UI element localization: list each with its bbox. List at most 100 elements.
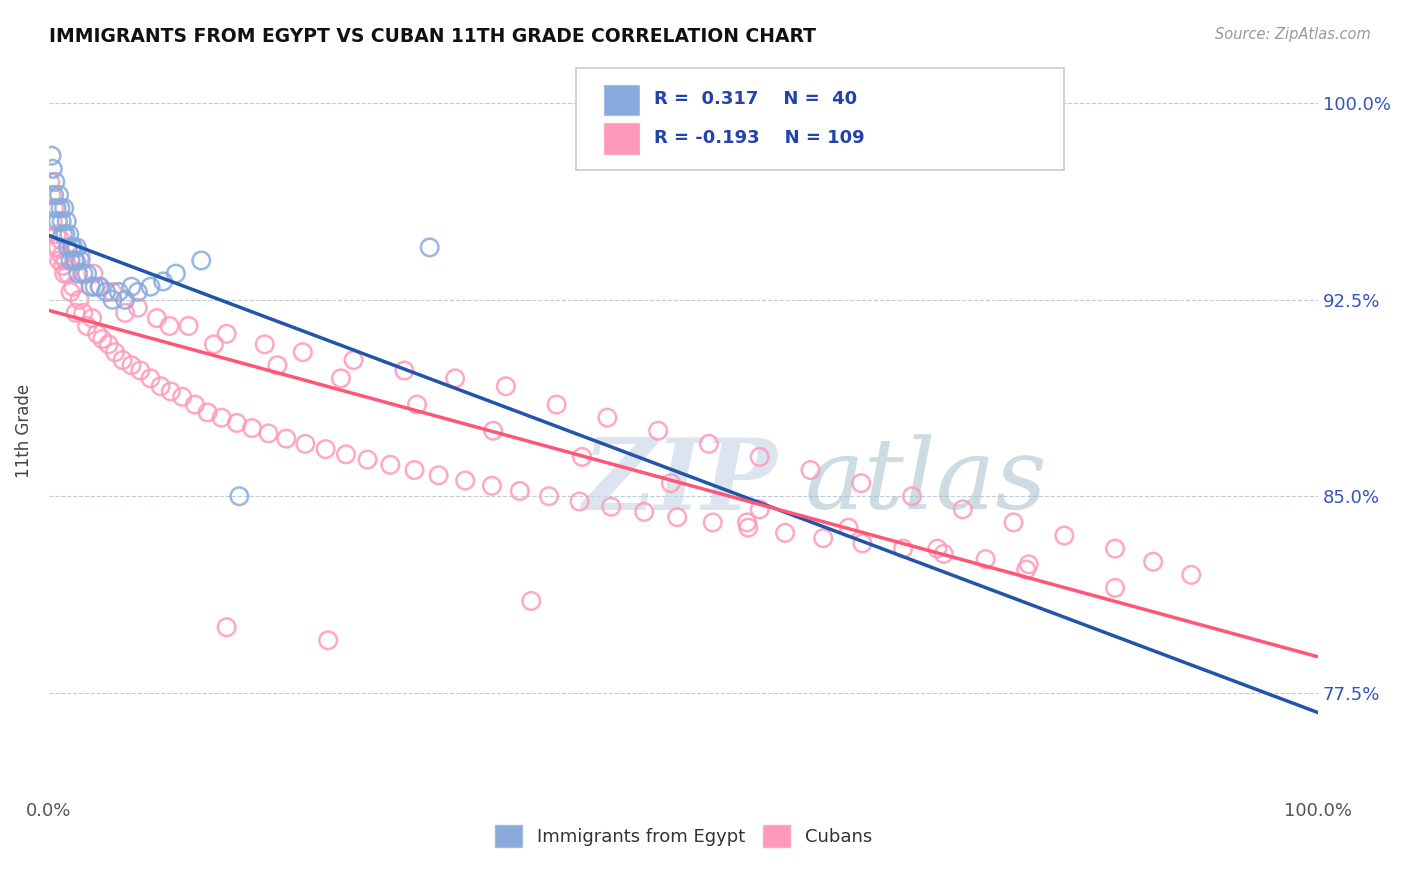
Point xyxy=(257,426,280,441)
Point xyxy=(51,248,73,262)
Point xyxy=(851,536,873,550)
Point xyxy=(129,363,152,377)
Point xyxy=(72,306,94,320)
Point xyxy=(697,437,720,451)
Point xyxy=(659,476,682,491)
Point xyxy=(82,311,104,326)
Point xyxy=(495,379,517,393)
Point xyxy=(51,214,73,228)
Point xyxy=(799,463,821,477)
Point xyxy=(67,293,90,307)
Point xyxy=(89,279,111,293)
Point xyxy=(86,326,108,341)
Point xyxy=(55,214,77,228)
Point xyxy=(101,293,124,307)
Point xyxy=(146,311,169,326)
Text: R =  0.317    N =  40: R = 0.317 N = 40 xyxy=(654,90,858,108)
Point xyxy=(69,253,91,268)
Point xyxy=(63,253,86,268)
Point xyxy=(737,521,759,535)
Point xyxy=(406,398,429,412)
Point xyxy=(294,437,316,451)
Point xyxy=(1104,541,1126,556)
Point xyxy=(101,285,124,299)
Point xyxy=(149,379,172,393)
Point xyxy=(633,505,655,519)
Point xyxy=(773,525,796,540)
Point xyxy=(46,214,69,228)
Point xyxy=(228,489,250,503)
Point xyxy=(838,521,860,535)
Point xyxy=(55,227,77,242)
Point xyxy=(891,541,914,556)
Point xyxy=(91,332,114,346)
Point xyxy=(69,248,91,262)
Point xyxy=(52,259,75,273)
Point xyxy=(107,285,129,299)
Point xyxy=(60,240,83,254)
Point xyxy=(211,410,233,425)
Point xyxy=(80,279,103,293)
Point xyxy=(315,442,337,456)
Point xyxy=(114,306,136,320)
Point xyxy=(44,240,66,254)
Point xyxy=(67,267,90,281)
Point xyxy=(159,384,181,399)
Text: ZIP: ZIP xyxy=(582,434,778,531)
Point xyxy=(72,267,94,281)
Point xyxy=(537,489,560,503)
Point xyxy=(291,345,314,359)
Point xyxy=(42,161,65,176)
Point xyxy=(127,285,149,299)
Point xyxy=(901,489,924,503)
Point xyxy=(172,390,194,404)
Text: Source: ZipAtlas.com: Source: ZipAtlas.com xyxy=(1215,27,1371,42)
Point xyxy=(56,267,79,281)
Point xyxy=(240,421,263,435)
Point xyxy=(82,267,104,281)
Point xyxy=(380,458,402,472)
Point xyxy=(65,306,87,320)
Point xyxy=(600,500,623,514)
Point xyxy=(851,476,873,491)
Point xyxy=(62,240,84,254)
Point xyxy=(152,275,174,289)
Point xyxy=(165,267,187,281)
Point xyxy=(1002,516,1025,530)
Point xyxy=(427,468,450,483)
Point xyxy=(39,175,62,189)
Point xyxy=(58,227,80,242)
Legend: Immigrants from Egypt, Cubans: Immigrants from Egypt, Cubans xyxy=(488,818,879,855)
Point xyxy=(177,318,200,333)
Point xyxy=(520,594,543,608)
Point xyxy=(53,201,76,215)
Point xyxy=(342,353,364,368)
Point xyxy=(748,450,770,464)
Point xyxy=(197,405,219,419)
Point xyxy=(253,337,276,351)
Point xyxy=(56,240,79,254)
Point xyxy=(139,371,162,385)
Point xyxy=(41,188,63,202)
Point xyxy=(215,326,238,341)
Point xyxy=(190,253,212,268)
Point xyxy=(1180,567,1202,582)
Point xyxy=(394,363,416,377)
FancyBboxPatch shape xyxy=(575,68,1064,170)
Point xyxy=(444,371,467,385)
Point xyxy=(1018,558,1040,572)
Point xyxy=(316,633,339,648)
Point xyxy=(1142,555,1164,569)
Point xyxy=(509,483,531,498)
Point xyxy=(335,447,357,461)
Point xyxy=(974,552,997,566)
Point xyxy=(76,267,98,281)
Point xyxy=(65,253,87,268)
Text: atlas: atlas xyxy=(804,434,1047,530)
Point xyxy=(66,240,89,254)
Point xyxy=(482,424,505,438)
Point xyxy=(44,175,66,189)
Point xyxy=(114,293,136,307)
Point xyxy=(121,359,143,373)
Point xyxy=(46,240,69,254)
